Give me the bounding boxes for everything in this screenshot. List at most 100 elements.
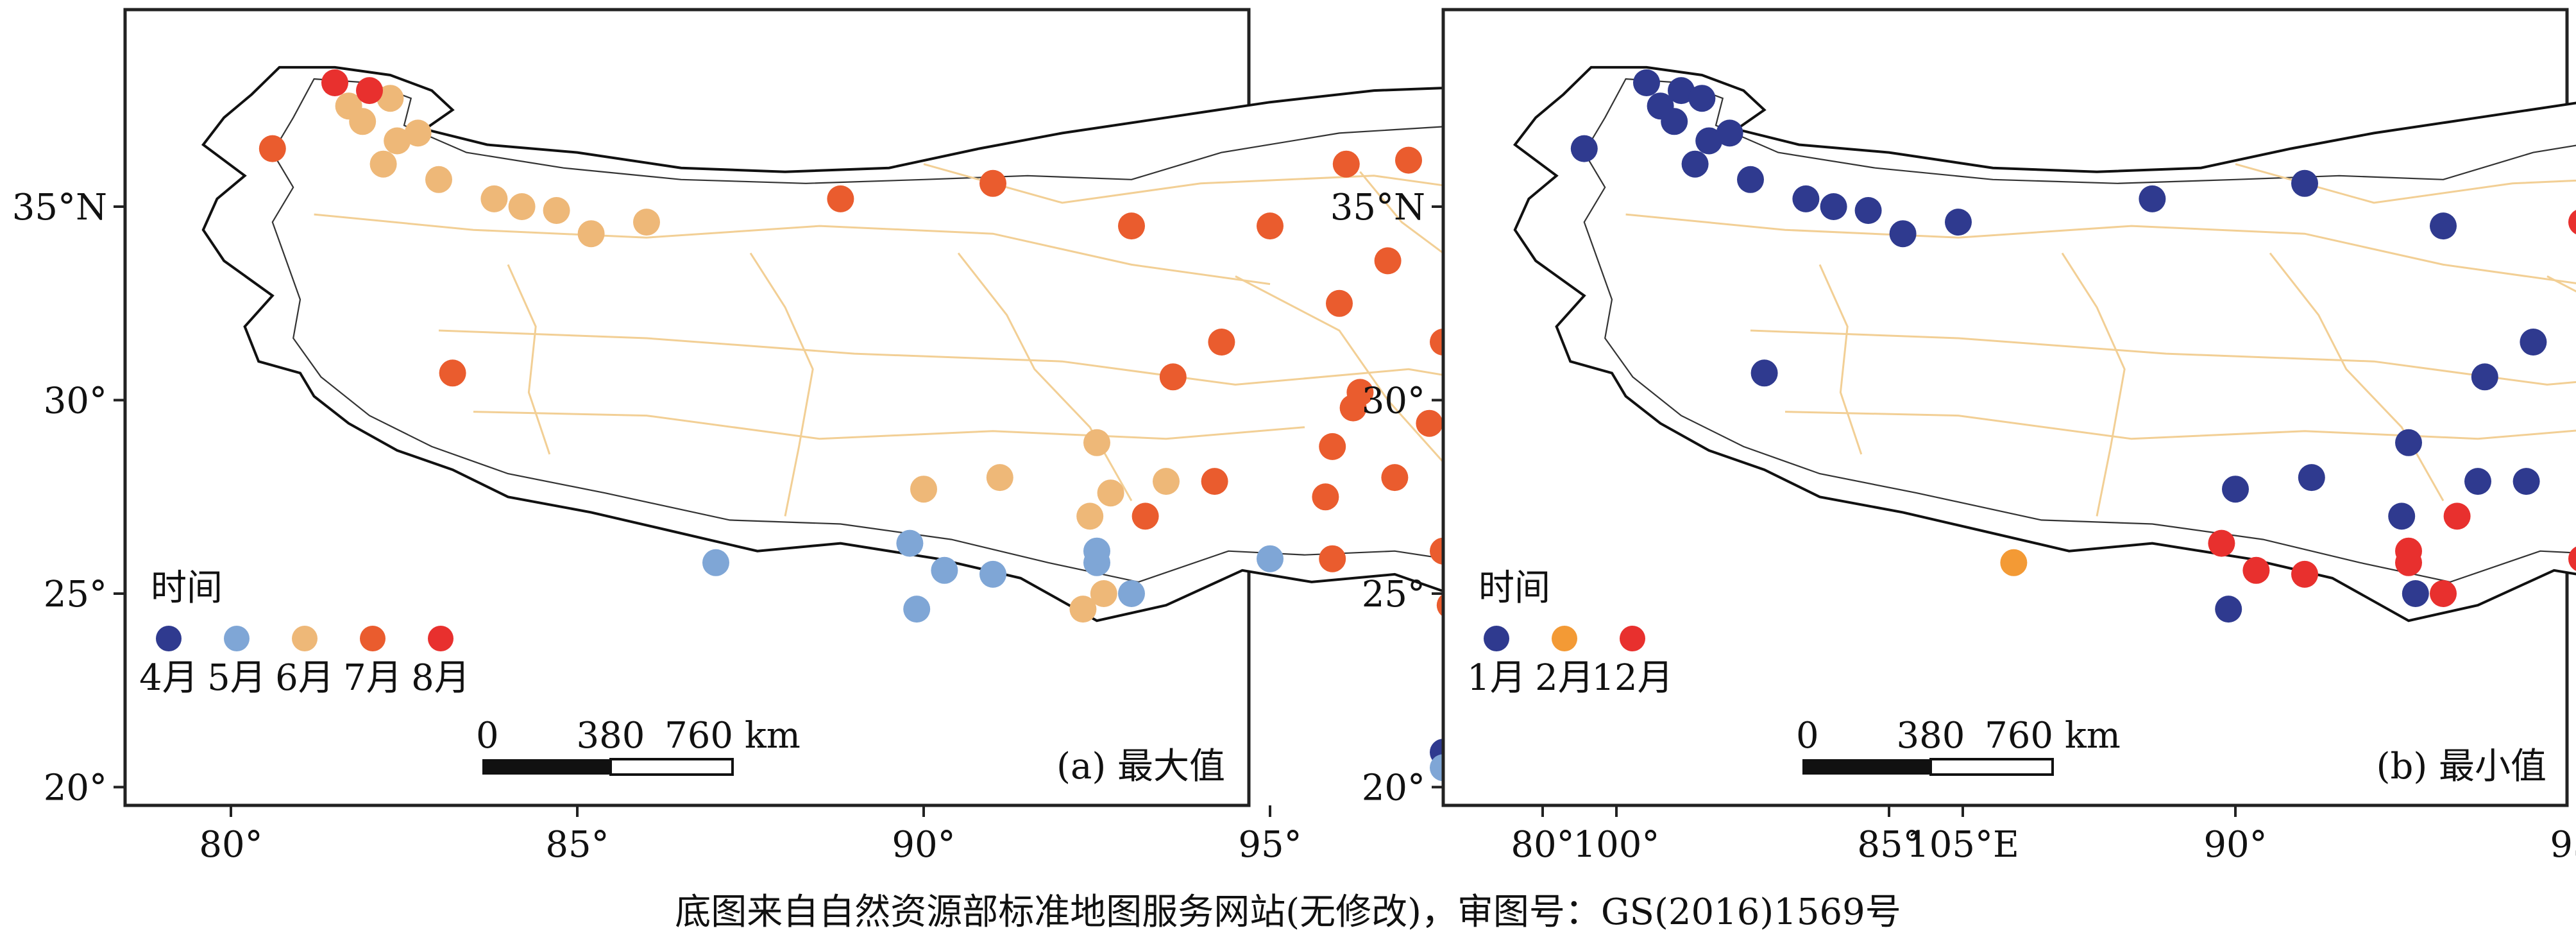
station-point	[1633, 69, 1660, 96]
legend-swatch	[1620, 626, 1645, 651]
legend-label: 5月	[207, 657, 266, 699]
legend-swatch	[360, 626, 386, 651]
river-line	[749, 252, 814, 517]
station-point	[2222, 476, 2249, 503]
legend-label: 2月	[1535, 657, 1594, 699]
station-point	[1681, 150, 1709, 178]
station-point	[1737, 166, 1764, 193]
station-point	[1716, 119, 1743, 147]
legend-label: 4月	[139, 657, 198, 699]
station-point	[979, 560, 1006, 588]
station-point	[377, 85, 404, 112]
station-point	[425, 166, 452, 193]
boundary-inner-line	[1583, 78, 2576, 583]
station-point	[543, 197, 570, 224]
station-point	[1153, 468, 1180, 495]
scale-bar-label: 760 km	[665, 715, 801, 757]
scale-bar-empty	[1929, 758, 2054, 776]
station-point	[2139, 185, 2166, 212]
river-line	[438, 329, 1548, 393]
legend-label: 7月	[343, 657, 402, 699]
station-point	[1339, 394, 1367, 422]
station-point	[2395, 537, 2422, 565]
lon-tick-label: 90°	[2203, 824, 2267, 866]
lon-tick-label: 95°	[1238, 824, 1301, 866]
river-line	[2235, 163, 2576, 204]
lon-tick-label: 100°	[1573, 824, 1660, 866]
station-point	[1332, 150, 1360, 178]
station-point	[1326, 289, 1353, 317]
lon-tick-label: 90°	[892, 824, 955, 866]
station-point	[1416, 409, 1443, 437]
station-point	[2512, 468, 2540, 495]
station-point	[2430, 212, 2457, 240]
station-point	[910, 476, 937, 503]
station-point	[1257, 545, 1284, 572]
station-point	[1750, 359, 1778, 387]
legend-a: 时间 4月 5月 6月 7月 8月	[139, 567, 470, 699]
station-point	[1131, 502, 1159, 530]
legend-title: 时间	[1479, 567, 1550, 609]
station-point	[1312, 483, 1339, 511]
river-line	[1818, 264, 1863, 455]
lon-tick-label: 105°E	[1906, 824, 2019, 866]
station-point	[702, 549, 729, 576]
scale-bar-label: 380	[1897, 715, 1965, 757]
station-point	[349, 108, 377, 135]
station-point	[2395, 429, 2422, 456]
station-point	[1792, 185, 1820, 212]
river-lines-b	[1625, 163, 2576, 517]
station-point	[2464, 468, 2491, 495]
station-point	[439, 359, 466, 387]
lon-tick-label: 85°	[545, 824, 609, 866]
river-line	[1625, 213, 2576, 284]
station-point	[1083, 429, 1110, 456]
station-point	[1688, 85, 1716, 112]
station-point	[1208, 329, 1235, 356]
legend-swatch	[1484, 626, 1509, 651]
station-point	[1381, 464, 1409, 492]
legend-swatch	[1552, 626, 1577, 651]
station-point	[1570, 135, 1598, 162]
lon-tick-label: 85°	[1857, 824, 1920, 866]
river-line	[1784, 411, 2576, 440]
station-point	[2471, 363, 2498, 391]
station-point	[508, 193, 536, 220]
panel-label-a: (a) 最大值	[1056, 746, 1225, 787]
axis-ticks-b: 80° 85° 90° 95° 100° 105°E 35°N 30° 25° 20°	[1330, 187, 2576, 866]
station-point	[931, 556, 958, 584]
scale-bar-label: 0	[476, 715, 499, 757]
station-point	[1668, 77, 1695, 105]
legend-swatch	[224, 626, 250, 651]
station-point	[1201, 468, 1228, 495]
station-point	[827, 185, 854, 212]
station-point	[896, 529, 924, 557]
scale-bar-label: 380	[577, 715, 645, 757]
station-point	[356, 77, 383, 105]
legend-swatch	[292, 626, 318, 651]
station-point	[577, 220, 605, 248]
station-point	[404, 119, 432, 147]
river-line	[314, 213, 1271, 286]
station-point	[2291, 169, 2318, 197]
station-point	[2568, 546, 2576, 571]
station-point	[1374, 247, 1402, 275]
station-point	[979, 169, 1006, 197]
station-point	[903, 596, 931, 623]
station-point	[986, 464, 1013, 492]
scale-bar-label: 760 km	[1985, 715, 2121, 757]
scale-bar-a: 0 380 760 km	[476, 715, 801, 776]
station-point	[1319, 433, 1346, 460]
station-point	[1661, 108, 1688, 135]
station-points-b	[1570, 69, 2576, 623]
station-point	[2242, 556, 2270, 584]
lat-tick-label: 25°	[44, 574, 107, 615]
station-point	[2000, 549, 2028, 576]
legend-label: 6月	[275, 657, 334, 699]
legend-swatch	[156, 626, 182, 651]
station-point	[2298, 464, 2325, 492]
station-point	[1854, 197, 1882, 224]
river-line	[2061, 252, 2126, 517]
station-point	[1090, 580, 1117, 607]
